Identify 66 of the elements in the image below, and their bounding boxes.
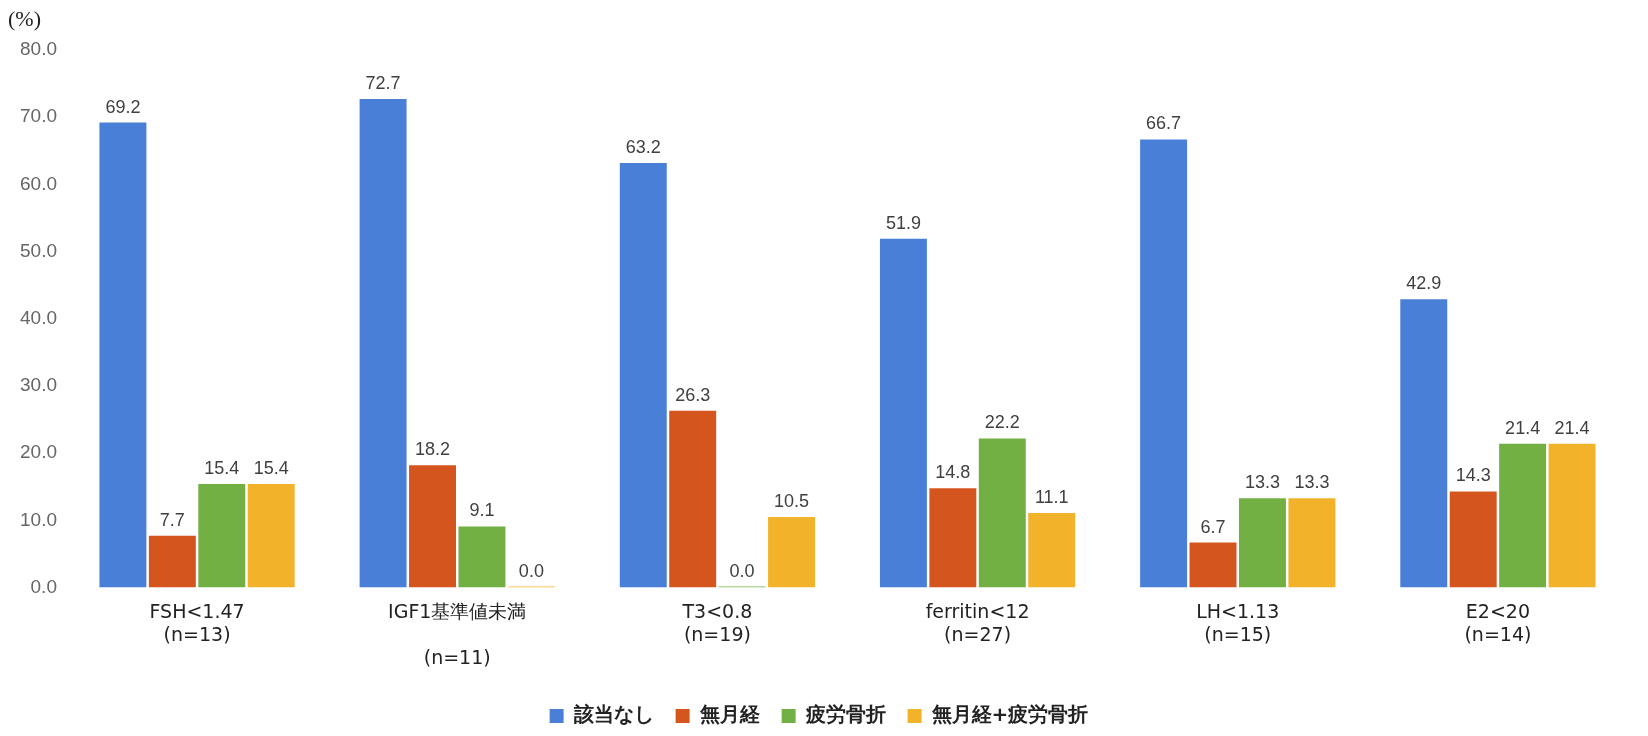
legend-label: 該当なし <box>572 702 654 727</box>
bar <box>1400 299 1448 588</box>
data-label: 51.9 <box>885 212 921 233</box>
data-label: 15.4 <box>253 458 289 479</box>
x-tick-label: T3<0.8 (n=19) <box>681 599 753 645</box>
category-label: IGF1基準値未満 (n=11) <box>388 599 527 668</box>
y-tick-label: 60.0 <box>20 172 57 194</box>
bar <box>1140 139 1188 588</box>
data-label: 9.1 <box>469 500 495 521</box>
bar <box>99 122 147 588</box>
bar <box>409 465 456 588</box>
data-label: 26.3 <box>675 384 711 405</box>
data-label: 10.5 <box>774 491 810 512</box>
bar <box>768 517 816 588</box>
data-label: 18.2 <box>415 439 451 460</box>
bar <box>929 488 977 588</box>
data-label: 0.0 <box>518 560 544 581</box>
bar <box>1189 542 1237 588</box>
x-tick-label: ferritin<12 (n=27) <box>925 599 1030 645</box>
legend-label: 疲労骨折 <box>804 702 886 727</box>
y-tick-label: 40.0 <box>20 307 57 329</box>
y-tick-label: 50.0 <box>20 239 57 261</box>
data-label: 14.8 <box>935 462 971 483</box>
y-tick-label: 80.0 <box>20 38 57 60</box>
data-label: 66.7 <box>1146 113 1182 134</box>
data-label: 63.2 <box>625 136 661 157</box>
y-tick-label: 70.0 <box>20 105 57 127</box>
data-label: 42.9 <box>1406 273 1442 294</box>
bar <box>879 238 927 588</box>
bar <box>1288 498 1336 588</box>
bar <box>978 438 1026 588</box>
bar <box>1449 491 1497 588</box>
data-label: 22.2 <box>984 412 1020 433</box>
x-tick-label: LH<1.13 (n=15) <box>1196 599 1280 645</box>
data-label: 69.2 <box>105 96 141 117</box>
data-label: 0.0 <box>729 560 755 581</box>
bar <box>1499 443 1547 588</box>
bar <box>198 484 246 588</box>
x-tick-label: E2<20 (n=14) <box>1464 599 1532 645</box>
y-tick-label: 30.0 <box>20 374 57 396</box>
data-label: 15.4 <box>204 458 240 479</box>
data-label: 11.1 <box>1034 486 1069 507</box>
legend-label: 無月経 <box>698 702 760 727</box>
bar <box>669 410 717 588</box>
bar <box>1028 513 1076 588</box>
bar <box>247 484 295 588</box>
legend-label: 無月経+疲労骨折 <box>930 702 1089 727</box>
bar <box>1238 498 1286 588</box>
data-label: 6.7 <box>1200 516 1226 537</box>
bar <box>148 535 196 588</box>
y-tick-label: 0.0 <box>30 575 57 597</box>
bar <box>458 526 506 588</box>
bar <box>359 99 407 588</box>
bar <box>1548 443 1596 588</box>
data-label: 14.3 <box>1455 465 1491 486</box>
data-label: 13.3 <box>1244 472 1280 493</box>
data-label: 72.7 <box>365 73 401 94</box>
data-label: 21.4 <box>1505 417 1541 438</box>
data-label: 13.3 <box>1294 472 1330 493</box>
x-tick-label: FSH<1.47 (n=13) <box>149 599 245 645</box>
y-tick-label: 10.0 <box>20 508 57 530</box>
bar <box>619 162 667 588</box>
data-label: 21.4 <box>1554 417 1590 438</box>
data-label: 7.7 <box>159 509 185 530</box>
y-tick-label: 20.0 <box>20 441 57 463</box>
y-axis-title: (%) <box>8 6 41 32</box>
